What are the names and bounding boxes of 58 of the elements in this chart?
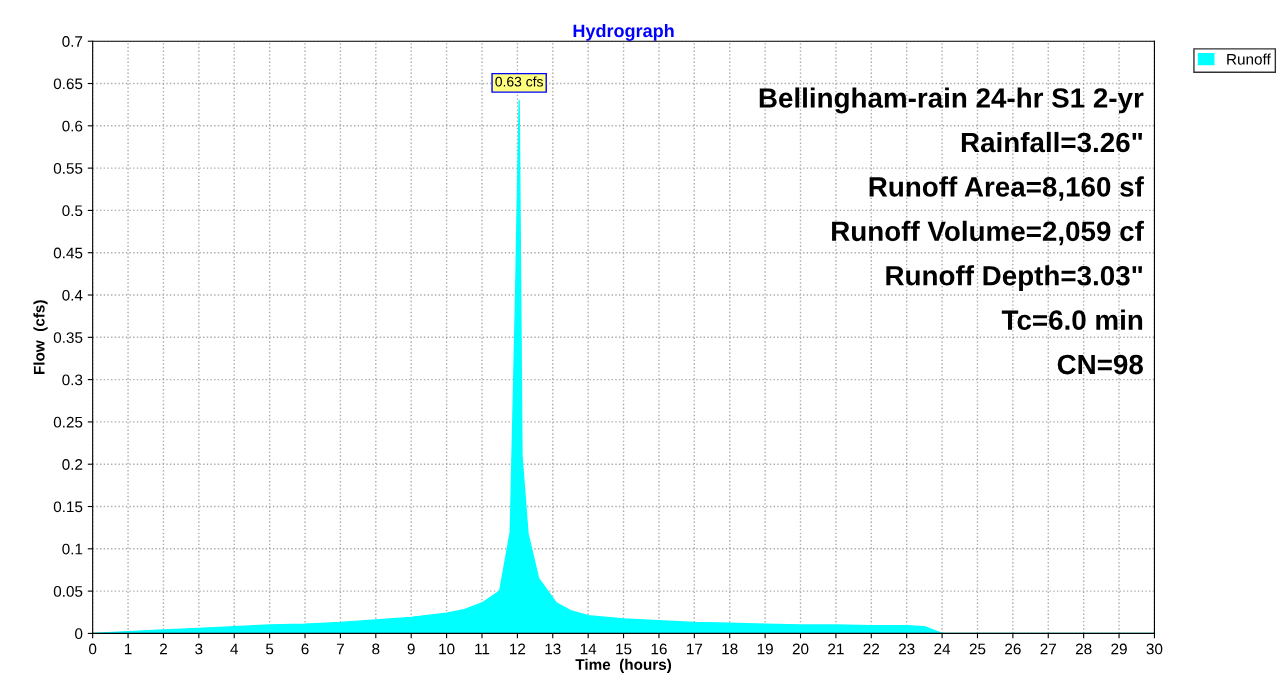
y-tick-label: 0.5 bbox=[62, 205, 83, 217]
y-tick-label: 0.25 bbox=[53, 416, 83, 428]
x-tick-label: 4 bbox=[230, 643, 239, 655]
annotation: Rainfall=3.26" bbox=[961, 131, 1142, 153]
annotation: Runoff Volume=2,059 cf bbox=[832, 220, 1144, 246]
x-tick-label: 24 bbox=[934, 643, 951, 655]
x-tick-label: 12 bbox=[510, 643, 526, 655]
x-tick-label: 26 bbox=[1005, 643, 1021, 655]
x-tick-label: 1 bbox=[124, 643, 132, 655]
x-tick-label: 27 bbox=[1040, 643, 1056, 655]
x-tick-label: 8 bbox=[372, 643, 380, 655]
x-tick-label: 28 bbox=[1075, 643, 1092, 655]
y-tick-label: 0.35 bbox=[53, 332, 83, 343]
x-tick-label: 17 bbox=[687, 643, 703, 655]
x-tick-label: 7 bbox=[336, 643, 344, 655]
x-tick-label: 2 bbox=[159, 643, 167, 655]
x-tick-label: 13 bbox=[545, 643, 561, 655]
x-tick-label: 16 bbox=[651, 643, 667, 655]
x-tick-label: 22 bbox=[863, 643, 880, 655]
annotation: Tc=6.0 min bbox=[1001, 309, 1143, 330]
y-tick-label: 0.6 bbox=[62, 120, 83, 132]
y-tick-label: 0.05 bbox=[53, 585, 83, 597]
annotation: Runoff Area=8,160 sf bbox=[869, 176, 1144, 201]
x-tick-label: 15 bbox=[616, 643, 632, 655]
x-tick-label: 21 bbox=[828, 643, 844, 655]
annotation: 0.63 cfs bbox=[495, 76, 543, 87]
x-tick-label: 29 bbox=[1111, 643, 1127, 655]
x-tick-label: 30 bbox=[1146, 643, 1163, 655]
y-tick-label: 0.15 bbox=[53, 501, 83, 513]
y-axis-title: Flow (cfs) bbox=[33, 300, 48, 375]
x-tick-label: 6 bbox=[301, 643, 309, 655]
y-tick-label: 0.4 bbox=[62, 289, 83, 301]
x-tick-label: 25 bbox=[969, 643, 986, 655]
annotation: Runoff Depth=3.03" bbox=[886, 265, 1143, 292]
x-tick-label: 0 bbox=[89, 643, 97, 655]
y-tick-label: 0.7 bbox=[62, 36, 83, 47]
y-tick-label: 0.2 bbox=[62, 459, 83, 470]
y-tick-label: 0.3 bbox=[62, 374, 83, 386]
annotation: Bellingham-rain 24-hr S1 2-yr bbox=[759, 87, 1144, 114]
x-tick-label: 9 bbox=[407, 643, 415, 655]
legend-label: Runoff bbox=[1227, 53, 1271, 65]
x-tick-label: 11 bbox=[475, 643, 490, 655]
x-tick-label: 23 bbox=[898, 643, 915, 655]
x-tick-label: 3 bbox=[195, 643, 203, 655]
x-tick-label: 18 bbox=[722, 643, 738, 655]
chart-title: Hydrograph bbox=[573, 23, 674, 41]
annotation: CN=98 bbox=[1057, 354, 1143, 375]
x-tick-label: 19 bbox=[757, 643, 773, 655]
y-tick-label: 0.45 bbox=[53, 247, 83, 259]
y-tick-label: 0.65 bbox=[53, 78, 83, 90]
x-tick-label: 20 bbox=[792, 643, 809, 655]
x-tick-label: 14 bbox=[580, 643, 597, 655]
y-tick-label: 0.55 bbox=[53, 162, 83, 174]
y-tick-label: 0.1 bbox=[62, 543, 83, 555]
x-axis-title: Time (hours) bbox=[575, 658, 672, 674]
x-tick-label: 10 bbox=[439, 643, 455, 655]
y-tick-label: 0 bbox=[75, 628, 83, 640]
x-tick-label: 5 bbox=[265, 643, 274, 655]
